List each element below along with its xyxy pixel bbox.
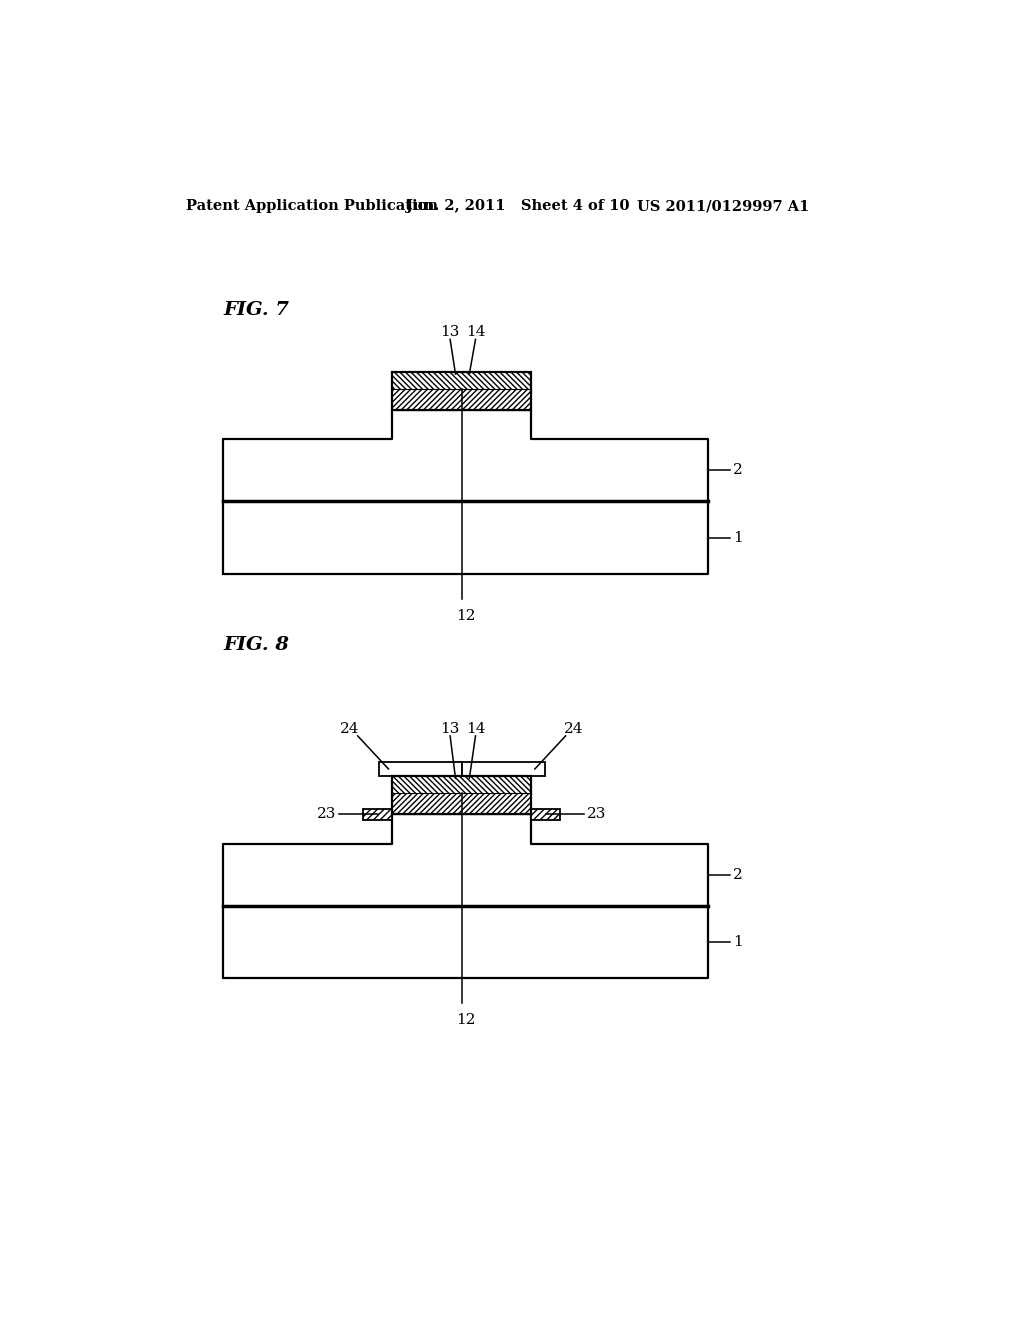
Bar [392,372,531,388]
Text: 1: 1 [733,531,742,545]
Polygon shape [223,814,708,978]
Text: 2: 2 [733,867,742,882]
Text: 24: 24 [563,722,583,737]
Bar [531,809,560,820]
Text: 24: 24 [340,722,359,737]
Text: FIG. 8: FIG. 8 [223,636,289,653]
Text: 1: 1 [733,935,742,949]
Text: Patent Application Publication: Patent Application Publication [186,199,438,213]
Text: 23: 23 [316,808,336,821]
Text: 14: 14 [466,325,485,339]
Text: US 2011/0129997 A1: US 2011/0129997 A1 [637,199,810,213]
Bar [392,388,531,411]
Text: 12: 12 [456,609,475,623]
Bar [462,762,545,776]
Bar [379,762,462,776]
Text: 14: 14 [466,722,485,737]
Bar [392,793,531,814]
Text: 13: 13 [440,325,460,339]
Polygon shape [223,411,708,574]
Bar [392,372,531,411]
Bar [364,809,392,820]
Text: 12: 12 [456,1014,475,1027]
Bar [392,776,531,793]
Text: 23: 23 [587,808,606,821]
Text: 2: 2 [733,463,742,478]
Text: FIG. 7: FIG. 7 [223,301,289,319]
Text: Jun. 2, 2011   Sheet 4 of 10: Jun. 2, 2011 Sheet 4 of 10 [407,199,630,213]
Bar [392,776,531,814]
Text: 13: 13 [440,722,460,737]
